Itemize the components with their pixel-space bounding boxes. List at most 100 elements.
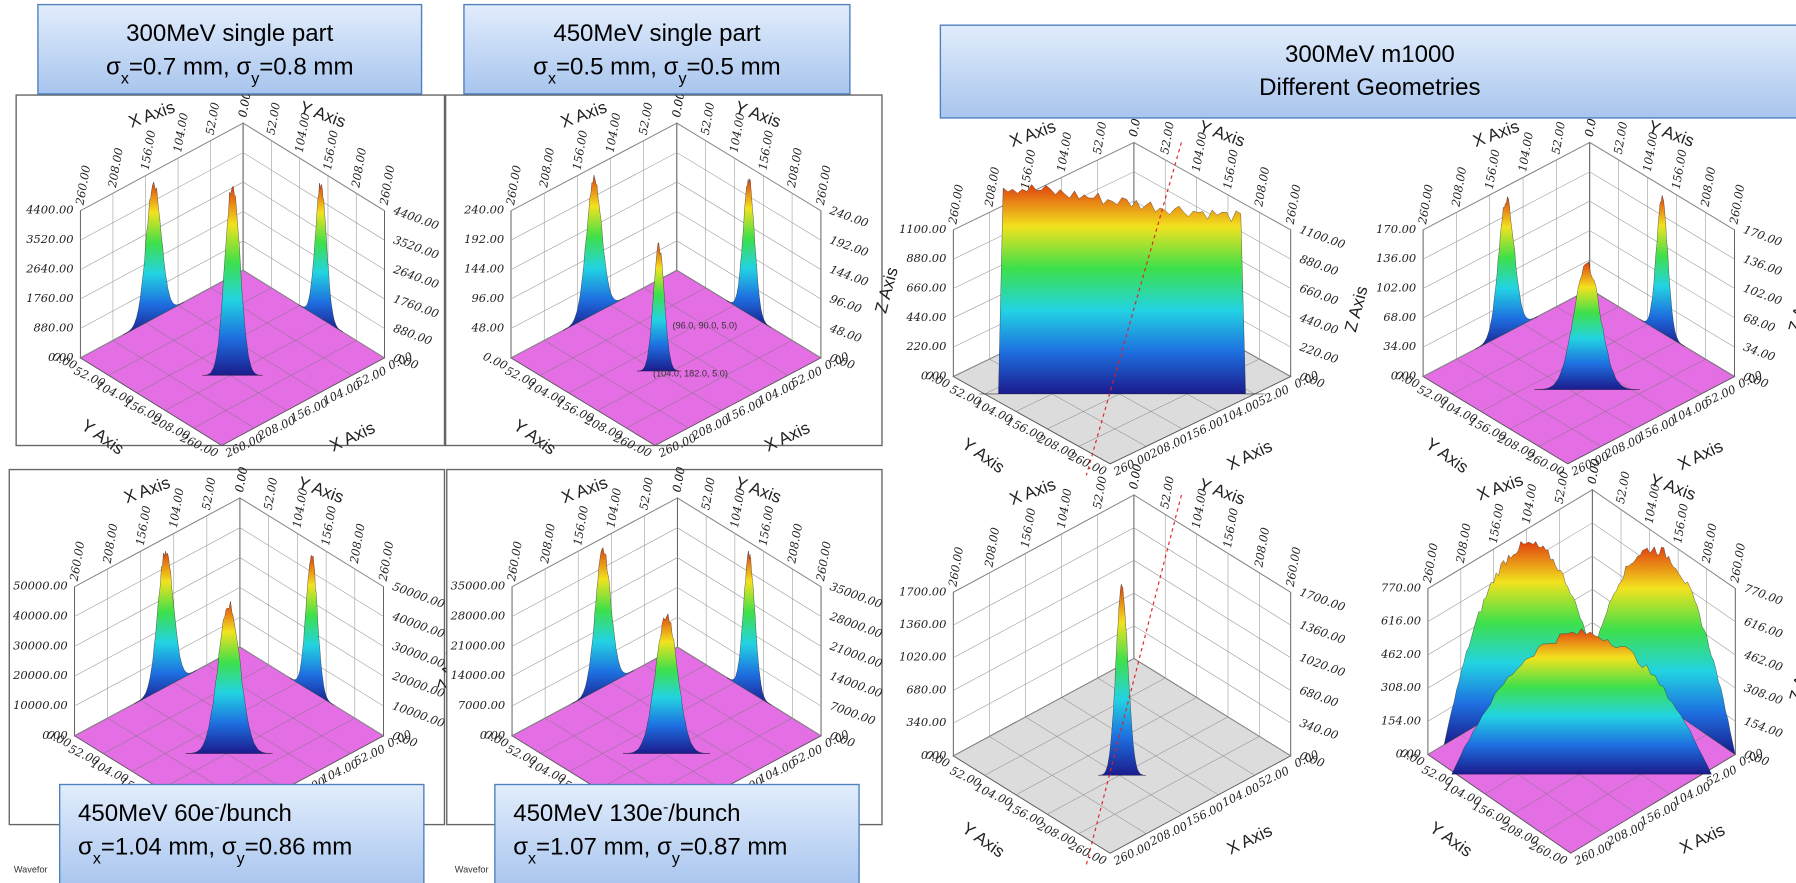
tick-label: 260.00 — [504, 540, 525, 583]
tick-label: 52.00 — [1157, 121, 1176, 156]
tick-label: 50000.00 — [13, 579, 68, 593]
surface — [1534, 261, 1640, 390]
tick-label: 1700.00 — [1298, 585, 1347, 614]
grid-line — [80, 240, 385, 329]
axis-title: Z Axis — [1784, 284, 1796, 334]
tick-label: 192.00 — [464, 232, 504, 246]
grid-line — [1427, 489, 1736, 589]
axis-title: X Axis — [1674, 436, 1726, 474]
plot: 0.00 880.00 1760.00 2640.00 3520.00 4400.00 0.… — [15, 91, 446, 461]
tick-label: 104.00 — [292, 112, 313, 154]
tick-label: 52.00 — [261, 476, 280, 511]
tick-label: 0.00 — [1396, 746, 1421, 760]
axis-title: Z Axis — [1340, 284, 1371, 334]
tick-label: 156.00 — [138, 129, 159, 171]
tick-label: 104.00 — [1189, 131, 1210, 173]
grid-line — [510, 152, 822, 241]
tick-label: 104.00 — [1515, 131, 1536, 173]
tick-label: 156.00 — [1220, 148, 1241, 190]
caption-segment: 450MeV 130e — [513, 800, 663, 827]
tick-label: 104.00 — [289, 487, 310, 529]
caption-segment: σ — [513, 833, 528, 860]
tick-label: 156.00 — [570, 129, 591, 171]
grid-line — [539, 287, 706, 376]
tick-label: 616.00 — [1381, 614, 1421, 628]
tick-label: 0.00 — [1585, 458, 1603, 486]
tick-label: 104.00 — [1054, 487, 1075, 529]
tick-label: 52.00 — [264, 101, 283, 136]
tick-label: 0.00 — [921, 748, 946, 762]
axis-title: X Axis — [1470, 116, 1522, 151]
caption-segment: x — [528, 849, 536, 867]
tick-label: 96.00 — [471, 291, 504, 305]
caption-segment: y — [678, 69, 686, 87]
grid-line — [511, 557, 822, 647]
tick-label: 48.00 — [470, 320, 504, 334]
grid-line — [1422, 230, 1735, 319]
grid-line — [984, 677, 1166, 776]
tick-label: 34.00 — [1742, 340, 1778, 364]
tick-label: 208.00 — [100, 522, 121, 565]
caption-segment: 450MeV single part — [553, 20, 761, 47]
surface — [1451, 628, 1712, 775]
tick-label: 104.00 — [1519, 483, 1540, 525]
caption-segment: =0.86 mm — [245, 833, 353, 860]
tick-label: 260.00 — [813, 164, 834, 207]
grid-line — [511, 527, 822, 617]
tick-label: 0.00 — [669, 91, 687, 119]
caption-text: σx=1.04 mm, σy=0.86 mm — [78, 833, 352, 867]
annotation: (104.0, 182.0, 5.0) — [653, 368, 728, 378]
tick-label: 260.00 — [1727, 542, 1748, 585]
grid-line — [597, 322, 764, 411]
tick-label: 156.00 — [570, 505, 591, 547]
plot: 0.0034.0068.00102.00136.00170.000.0034.0… — [1376, 110, 1796, 479]
wall-projection — [726, 178, 772, 328]
tick-label: 20000.00 — [12, 668, 68, 682]
grid-line — [108, 287, 272, 376]
caption-segment: - — [214, 798, 219, 816]
tick-label: 0.00 — [1126, 463, 1144, 491]
grid-line — [626, 340, 793, 429]
tick-label: 156.00 — [1018, 507, 1039, 549]
tick-label: 104.00 — [1642, 483, 1663, 525]
caption-box — [37, 3, 423, 95]
caption-text: Different Geometries — [1259, 74, 1480, 101]
tick-label: 104.00 — [170, 112, 191, 154]
grid-line — [1456, 358, 1602, 447]
tick-label: 208.00 — [1699, 522, 1720, 565]
tick-label: 156.00 — [320, 129, 341, 171]
tick-label: 0.00 — [923, 368, 952, 391]
tick-label: 7000.00 — [458, 698, 505, 712]
caption-segment: x — [548, 69, 556, 87]
wall-projection — [298, 182, 343, 333]
tick-label: 156.00 — [133, 505, 154, 547]
wall-projection — [1639, 195, 1685, 347]
tick-label: 1100.00 — [899, 222, 946, 236]
tick-label: 154.00 — [1381, 713, 1421, 727]
tick-label: 260.00 — [1726, 183, 1747, 226]
grid-line — [1422, 200, 1735, 289]
tick-label: 104.00 — [1189, 487, 1210, 529]
tick-label: 1020.00 — [899, 650, 946, 664]
grid-line — [1078, 736, 1260, 834]
grid-line — [193, 340, 357, 429]
tick-label: 0.00 — [42, 728, 67, 742]
tick-label: 52.00 — [1611, 121, 1630, 156]
grid-line — [1422, 142, 1735, 231]
caption-box — [494, 783, 860, 883]
tick-label: 34.00 — [1383, 339, 1416, 353]
grid-line — [1422, 171, 1735, 260]
tick-label: 680.00 — [1298, 683, 1340, 710]
tick-label: 0.00 — [232, 466, 250, 494]
caption-segment: y — [251, 69, 259, 87]
tick-label: 104.00 — [603, 487, 624, 529]
tick-label: 0.00 — [232, 466, 250, 494]
axis-title: X Axis — [1007, 474, 1059, 509]
grid-line — [177, 305, 320, 394]
wall-projection — [289, 555, 335, 706]
tick-label: 660.00 — [906, 280, 946, 294]
axis-title: Y Axis — [958, 818, 1008, 862]
surface — [623, 613, 711, 754]
grid-line — [953, 592, 1291, 691]
